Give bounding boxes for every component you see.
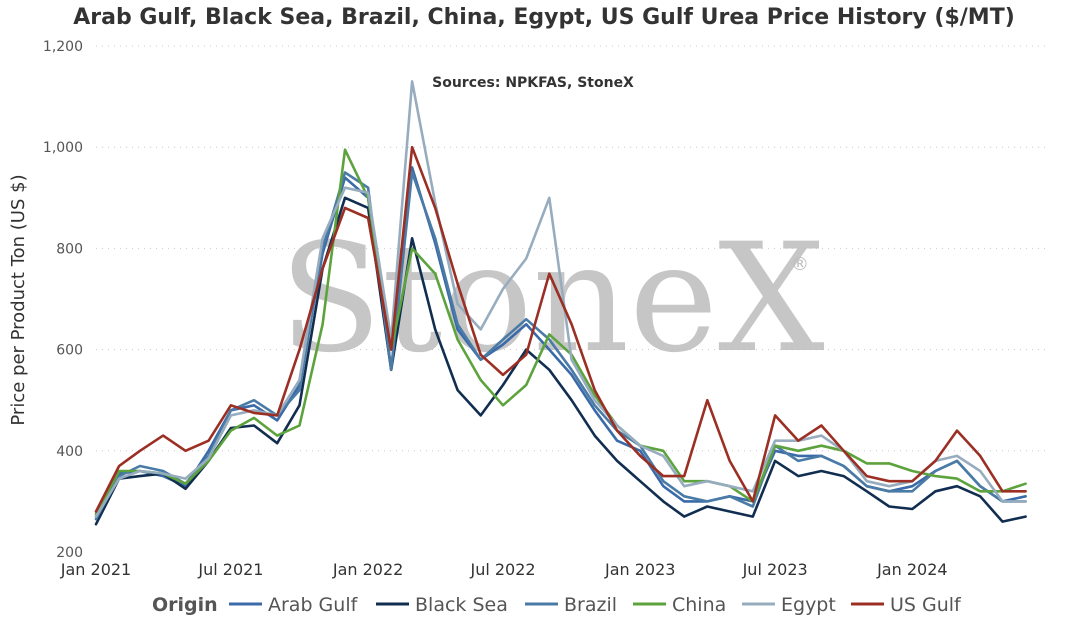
y-axis: 200 400 600 800 1,000 1,200 — [43, 39, 83, 561]
y-tick-label: 1,000 — [43, 140, 83, 156]
watermark-registered-mark: ® — [791, 254, 809, 275]
legend-item-us-gulf: US Gulf — [890, 594, 962, 616]
y-tick-label: 200 — [56, 545, 83, 561]
y-tick-label: 1,200 — [43, 39, 83, 55]
series-line-china — [94, 148, 1027, 516]
legend-item-brazil: Brazil — [564, 594, 617, 616]
series-line-black-sea — [94, 196, 1027, 526]
x-tick-label: Jan 2022 — [332, 560, 403, 579]
legend-item-china: China — [672, 594, 726, 616]
stonex-watermark: StoneX — [279, 212, 825, 386]
x-tick-label: Jul 2021 — [197, 560, 263, 579]
legend-item-arab-gulf: Arab Gulf — [268, 594, 359, 616]
y-tick-label: 400 — [56, 444, 83, 460]
chart-subtitle: Sources: NPKFAS, StoneX — [432, 75, 634, 91]
legend-title: Origin — [152, 594, 218, 616]
chart-title: Arab Gulf, Black Sea, Brazil, China, Egy… — [73, 5, 1015, 30]
y-axis-label: Price per Product Ton (US $) — [8, 174, 29, 425]
x-tick-label: Jan 2023 — [604, 560, 675, 579]
series-line-us-gulf — [94, 145, 1027, 513]
legend: Origin Arab Gulf Black Sea Brazil China Egyp… — [152, 594, 962, 616]
series-line-brazil — [94, 171, 1027, 521]
series-lines — [94, 80, 1027, 526]
legend-item-black-sea: Black Sea — [415, 594, 508, 616]
x-tick-label: Jul 2023 — [742, 560, 808, 579]
x-tick-label: Jan 2024 — [876, 560, 947, 579]
x-tick-label: Jul 2022 — [469, 560, 535, 579]
x-tick-label: Jan 2021 — [60, 560, 131, 579]
y-tick-label: 800 — [56, 241, 83, 257]
x-axis: Jan 2021 Jul 2021 Jan 2022 Jul 2022 Jan 2023… — [60, 560, 948, 579]
y-tick-label: 600 — [56, 343, 83, 359]
legend-item-egypt: Egypt — [781, 594, 836, 616]
